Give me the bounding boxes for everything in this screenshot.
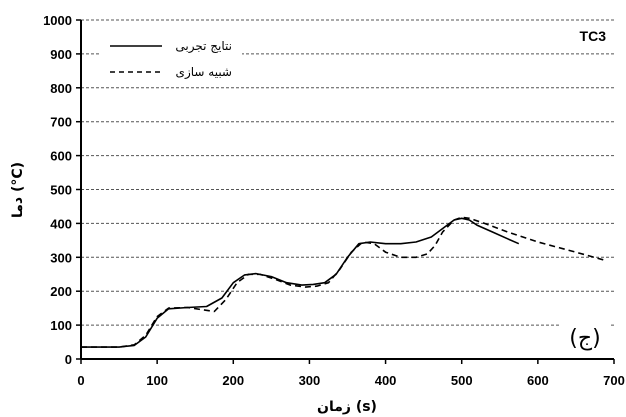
y-tick-label: 500 — [50, 183, 72, 198]
x-tick-label: 100 — [146, 373, 168, 388]
y-tick-labels: 0 100 200 300 400 500 600 700 800 900 1000 — [43, 13, 81, 367]
legend-dashed-label: شبیه سازی — [176, 65, 232, 80]
x-tick-label: 300 — [299, 373, 321, 388]
y-tick-label: 600 — [50, 149, 72, 164]
x-axis-title: زمان (s) — [317, 399, 377, 415]
series-line-1 — [81, 217, 520, 348]
x-tick-label: 500 — [451, 373, 473, 388]
series-lines — [81, 216, 607, 348]
y-tick-label: 700 — [50, 115, 72, 130]
legend: نتایج تجربی شبیه سازی — [100, 32, 242, 82]
legend-solid-label: نتایج تجربی — [175, 39, 232, 54]
legend-background — [100, 32, 242, 82]
panel-label: (ج) — [569, 326, 600, 351]
x-tick-label: 700 — [603, 373, 625, 388]
panel-label-background — [560, 322, 610, 352]
x-tick-label: 400 — [375, 373, 397, 388]
x-tick-label: 200 — [222, 373, 244, 388]
y-tick-label: 200 — [50, 284, 72, 299]
series-line-2 — [81, 216, 607, 348]
y-tick-label: 300 — [50, 250, 72, 265]
x-tick-label: 600 — [527, 373, 549, 388]
y-tick-label: 1000 — [43, 13, 72, 28]
tc3-label: TC3 — [580, 28, 607, 44]
x-tick-labels: 0 100 200 300 400 500 600 700 — [77, 359, 625, 388]
y-tick-label: 900 — [50, 47, 72, 62]
y-tick-label: 0 — [65, 352, 72, 367]
y-tick-label: 400 — [50, 216, 72, 231]
y-tick-label: 100 — [50, 318, 72, 333]
y-axis-title: دما (°C) — [10, 162, 26, 218]
y-tick-label: 800 — [50, 81, 72, 96]
x-tick-label: 0 — [77, 373, 84, 388]
